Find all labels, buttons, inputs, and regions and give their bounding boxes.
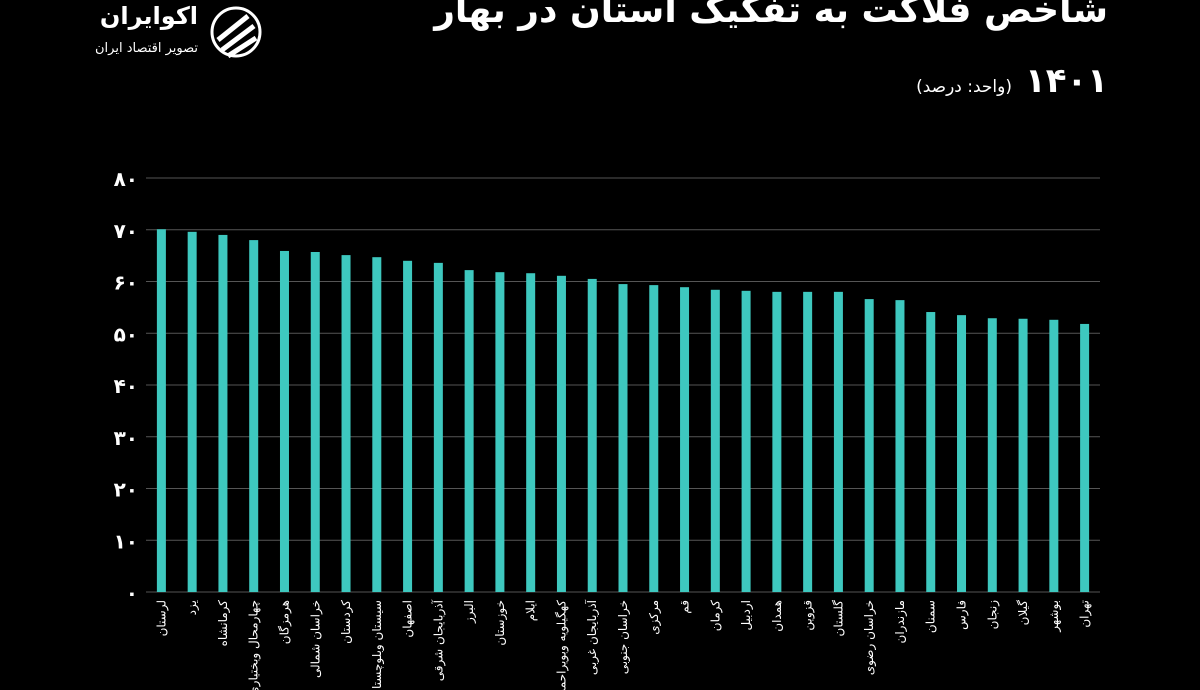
bar [1018, 318, 1028, 592]
x-tick-label: لرستان [154, 600, 169, 636]
y-tick-label: ۱۰ [114, 529, 138, 553]
x-tick-label: البرز [462, 600, 477, 624]
bar [833, 291, 843, 592]
bar [803, 291, 813, 592]
x-tick-label: هرمزگان [277, 600, 292, 644]
bar [187, 231, 197, 592]
bar [710, 289, 720, 592]
x-tick-label: سمنان [924, 600, 938, 633]
x-tick-label: آذربایجان غربی [584, 599, 600, 675]
x-tick-label: کرمانشاه [216, 600, 231, 647]
x-tick-label: کردستان [339, 600, 354, 644]
bar [464, 270, 474, 592]
bar [495, 272, 505, 592]
chart-title: شاخص فلاکت به تفکیک استان در بهار [432, 0, 1108, 31]
bar [957, 315, 967, 592]
x-tick-label: قزوین [801, 600, 816, 631]
x-tick-label: خراسان جنوبی [616, 600, 631, 674]
logo-icon [210, 6, 262, 59]
bar [587, 278, 597, 592]
bar [618, 284, 628, 592]
bar [649, 285, 659, 592]
bar [680, 287, 690, 592]
y-tick-label: ۵۰ [114, 322, 138, 346]
bar [741, 290, 751, 592]
bar [895, 300, 905, 592]
x-tick-label: تهران [1078, 600, 1093, 628]
x-tick-label: بوشهر [1047, 600, 1062, 633]
bar [249, 240, 259, 592]
x-tick-label: مازندران [893, 600, 908, 643]
bar [1080, 323, 1090, 592]
bar [341, 255, 351, 593]
x-tick-label: خراسان شمالی [308, 600, 323, 678]
y-tick-label: ۷۰ [114, 219, 138, 243]
x-tick-label: همدان [770, 600, 784, 632]
y-tick-label: ۴۰ [114, 374, 138, 398]
bar [864, 299, 874, 592]
y-tick-label: ۰ [126, 581, 138, 605]
x-tick-label: گلستان [831, 600, 845, 637]
x-tick-label: خوزستان [493, 600, 508, 646]
x-tick-label: قم [678, 600, 692, 614]
y-tick-label: ۶۰ [114, 271, 138, 295]
bar [156, 229, 166, 593]
x-tick-label: ایلام [524, 600, 538, 621]
x-tick-label: مرکزی [647, 600, 662, 635]
x-tick-label: کرمان [708, 600, 723, 632]
bar [310, 252, 320, 592]
bar [218, 234, 228, 593]
bar [279, 250, 289, 592]
x-tick-label: اصفهان [401, 600, 415, 638]
y-tick-label: ۲۰ [114, 478, 138, 502]
bar [772, 291, 782, 592]
x-tick-label: خراسان رضوی [862, 600, 877, 675]
bar [556, 275, 566, 592]
y-tick-label: ۳۰ [114, 426, 138, 450]
x-tick-label: سیستان وبلوچستان [370, 600, 385, 690]
x-tick-label: زنجان [985, 600, 1000, 630]
x-tick-label: اردبیل [739, 600, 754, 631]
x-tick-label: چهارمحال وبختیاری [247, 600, 262, 690]
logo-tagline: تصویر اقتصاد ایران [95, 41, 198, 56]
x-tick-label: یزد [185, 600, 200, 615]
x-tick-label: آذربایجان شرقی [430, 599, 446, 681]
x-tick-label: کهگیلویه وبویراحمد [554, 600, 569, 690]
y-tick-label: ۸۰ [114, 167, 138, 191]
bar [433, 262, 443, 592]
chart-subtitle: ۱۴۰۱ [1025, 61, 1108, 101]
bar [926, 312, 936, 592]
logo-name: اکوایران [100, 2, 198, 30]
bar [1049, 319, 1059, 592]
bar [372, 257, 382, 592]
bar [987, 318, 997, 592]
x-tick-label: فارس [955, 600, 970, 630]
bar [403, 260, 413, 592]
unit-label: (واحد: درصد) [916, 77, 1012, 97]
x-tick-label: گیلان [1016, 600, 1030, 626]
bar [526, 273, 536, 592]
